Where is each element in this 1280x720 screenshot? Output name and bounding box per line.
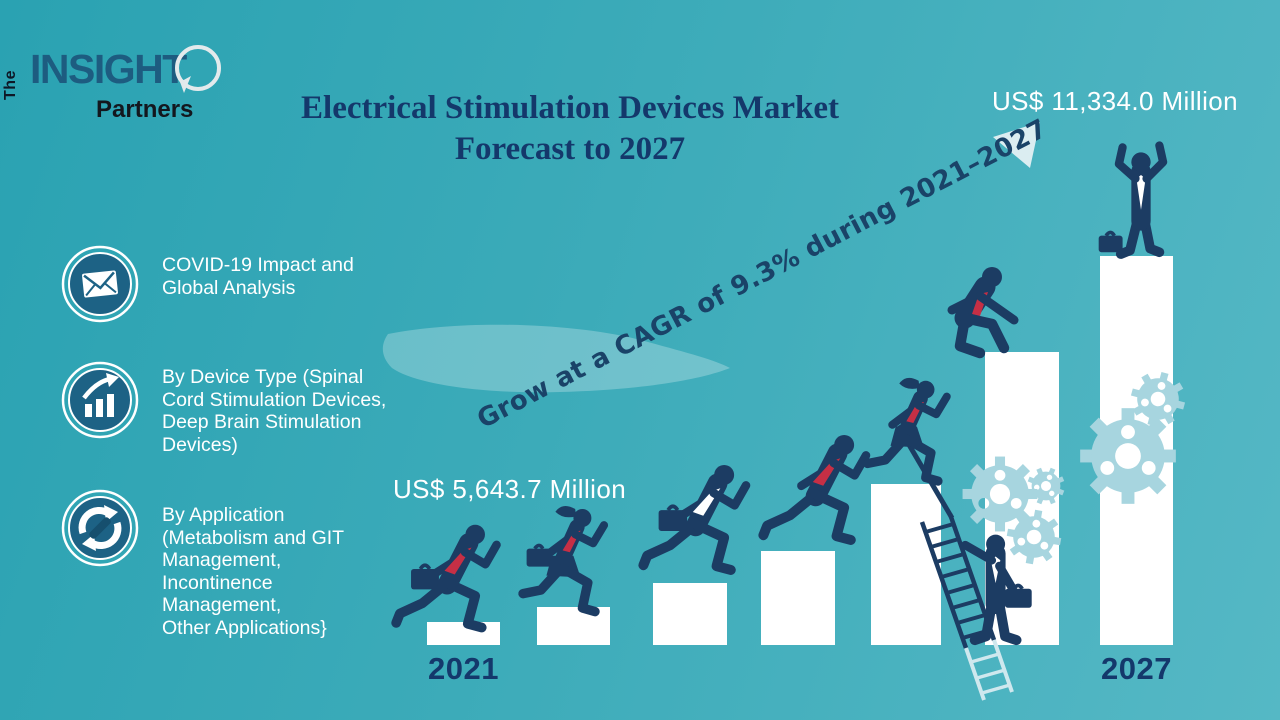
logo-word-partners: Partners: [96, 96, 194, 123]
growth-arrowhead: [993, 122, 1040, 168]
bullet-application-text: By Application (Metabolism and GIT Manag…: [162, 504, 345, 639]
envelope-icon: [61, 245, 139, 323]
magnifier-icon: [175, 45, 221, 93]
insight-partners-logo: The INSIGHT Partners: [2, 45, 228, 130]
sync-service-icon: [61, 489, 139, 567]
axis-year-label-2027: 2027: [1101, 651, 1172, 686]
bullet-application: By Application (Metabolism and GIT Manag…: [60, 488, 344, 639]
logo-word-the: The: [1, 70, 19, 100]
page-title: Electrical Stimulation Devices Market Fo…: [250, 88, 890, 170]
axis-year-label-2021: 2021: [428, 651, 499, 686]
bullet-covid-text: COVID-19 Impact and Global Analysis: [162, 254, 354, 299]
market-growth-bar-5: [871, 484, 941, 645]
market-growth-bar-3: [653, 583, 727, 645]
bar-chart-growth-icon: [61, 361, 139, 439]
value-label-2027: US$ 11,334.0 Million: [992, 86, 1238, 116]
bullet-device-type-text: By Device Type (Spinal Cord Stimulation …: [162, 366, 387, 456]
bullet-device-type: By Device Type (Spinal Cord Stimulation …: [60, 360, 386, 456]
market-growth-bar-4: [761, 551, 835, 645]
logo-word-insight: INSIGHT: [30, 46, 187, 92]
title-line-1: Electrical Stimulation Devices Market: [301, 90, 839, 126]
swoosh-shape: [382, 324, 730, 393]
ladder: [919, 513, 1014, 701]
bullet-covid-impact: COVID-19 Impact and Global Analysis: [60, 244, 354, 324]
title-line-2: Forecast to 2027: [454, 131, 686, 167]
value-label-2021: US$ 5,643.7 Million: [393, 474, 627, 504]
